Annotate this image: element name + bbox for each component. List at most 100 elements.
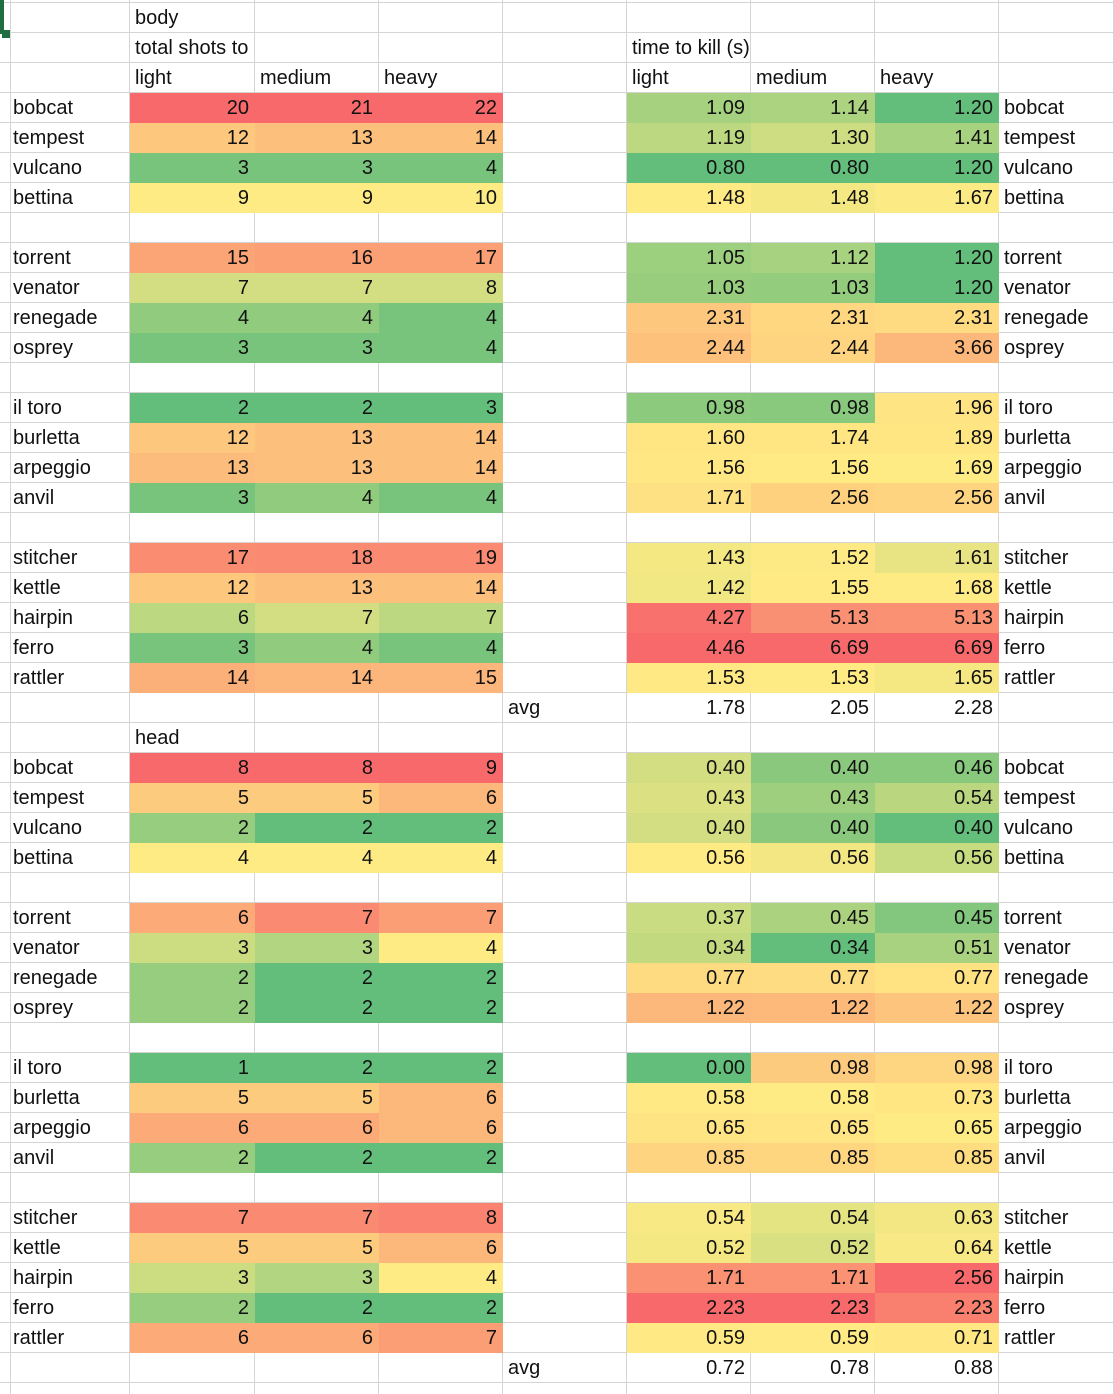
empty-cell <box>255 873 379 903</box>
shots-cell: 6 <box>130 903 255 933</box>
empty-cell <box>255 213 379 243</box>
shots-cell: 2 <box>379 813 503 843</box>
time-cell: 1.65 <box>875 663 999 693</box>
empty-cell <box>999 63 1114 93</box>
empty-cell <box>0 513 11 543</box>
shots-cell: 4 <box>130 303 255 333</box>
time-cell: 0.43 <box>751 783 875 813</box>
empty-cell <box>0 963 11 993</box>
shots-cell: 2 <box>255 1293 379 1323</box>
time-cell: 1.09 <box>627 93 751 123</box>
shots-cell: 19 <box>379 543 503 573</box>
shots-cell: 8 <box>379 273 503 303</box>
shots-cell: 4 <box>255 483 379 513</box>
empty-cell <box>255 693 379 723</box>
empty-cell <box>0 573 11 603</box>
time-cell: 1.48 <box>751 183 875 213</box>
empty-cell <box>0 783 11 813</box>
time-cell: 2.31 <box>627 303 751 333</box>
weapon-name: il toro <box>999 1053 1114 1083</box>
time-cell: 0.59 <box>751 1323 875 1353</box>
weapon-name: ferro <box>999 633 1114 663</box>
shots-cell: 3 <box>130 933 255 963</box>
shots-cell: 18 <box>255 543 379 573</box>
shots-cell: 2 <box>130 393 255 423</box>
shots-cell: 7 <box>255 1203 379 1233</box>
empty-cell <box>503 1383 627 1394</box>
empty-cell <box>0 1173 11 1203</box>
time-cell: 2.44 <box>751 333 875 363</box>
shots-cell: 5 <box>255 1233 379 1263</box>
time-cell: 0.80 <box>751 153 875 183</box>
empty-cell <box>0 183 11 213</box>
empty-cell <box>503 603 627 633</box>
column-header: light <box>130 63 255 93</box>
time-cell: 1.20 <box>875 153 999 183</box>
empty-cell <box>503 993 627 1023</box>
empty-cell <box>751 33 875 63</box>
time-cell: 1.55 <box>751 573 875 603</box>
weapon-name: renegade <box>999 963 1114 993</box>
fill-handle[interactable] <box>2 30 10 38</box>
empty-cell <box>0 843 11 873</box>
weapon-name: renegade <box>8 303 130 333</box>
time-cell: 1.30 <box>751 123 875 153</box>
empty-cell <box>999 213 1114 243</box>
empty-cell <box>0 903 11 933</box>
shots-cell: 2 <box>130 1293 255 1323</box>
shots-cell: 13 <box>255 423 379 453</box>
time-cell: 0.46 <box>875 753 999 783</box>
weapon-name: bettina <box>8 843 130 873</box>
time-cell: 0.56 <box>627 843 751 873</box>
empty-cell <box>0 393 11 423</box>
shots-cell: 3 <box>130 333 255 363</box>
empty-cell <box>0 1143 11 1173</box>
shots-cell: 2 <box>379 1143 503 1173</box>
shots-cell: 2 <box>130 993 255 1023</box>
empty-cell <box>503 1293 627 1323</box>
time-cell: 4.27 <box>627 603 751 633</box>
empty-cell <box>8 723 130 753</box>
empty-cell <box>751 3 875 33</box>
avg-cell: 0.78 <box>751 1353 875 1383</box>
empty-cell <box>503 243 627 273</box>
empty-cell <box>379 213 503 243</box>
empty-cell <box>503 543 627 573</box>
time-cell: 0.45 <box>751 903 875 933</box>
avg-cell: 1.78 <box>627 693 751 723</box>
empty-cell <box>503 423 627 453</box>
shots-cell: 6 <box>379 783 503 813</box>
empty-cell <box>0 1233 11 1263</box>
empty-cell <box>379 3 503 33</box>
weapon-name: tempest <box>999 123 1114 153</box>
empty-cell <box>130 1173 255 1203</box>
empty-cell <box>503 933 627 963</box>
weapon-name: ferro <box>8 1293 130 1323</box>
empty-cell <box>627 873 751 903</box>
time-cell: 0.98 <box>751 393 875 423</box>
empty-cell <box>503 153 627 183</box>
shots-cell: 2 <box>379 963 503 993</box>
time-cell: 1.12 <box>751 243 875 273</box>
avg-cell: 0.72 <box>627 1353 751 1383</box>
shots-cell: 2 <box>130 963 255 993</box>
empty-cell <box>999 1023 1114 1053</box>
shots-cell: 3 <box>130 153 255 183</box>
empty-cell <box>751 873 875 903</box>
time-cell: 1.96 <box>875 393 999 423</box>
time-cell: 0.56 <box>751 843 875 873</box>
time-cell: 0.40 <box>627 813 751 843</box>
shots-cell: 7 <box>130 1203 255 1233</box>
time-cell: 1.56 <box>751 453 875 483</box>
empty-cell <box>875 33 999 63</box>
empty-cell <box>379 1383 503 1394</box>
time-cell: 1.71 <box>627 1263 751 1293</box>
time-cell: 1.42 <box>627 573 751 603</box>
empty-cell <box>503 1143 627 1173</box>
empty-cell <box>8 873 130 903</box>
empty-cell <box>0 33 11 63</box>
shots-cell: 5 <box>255 1083 379 1113</box>
weapon-name: bobcat <box>8 93 130 123</box>
empty-cell <box>503 1113 627 1143</box>
